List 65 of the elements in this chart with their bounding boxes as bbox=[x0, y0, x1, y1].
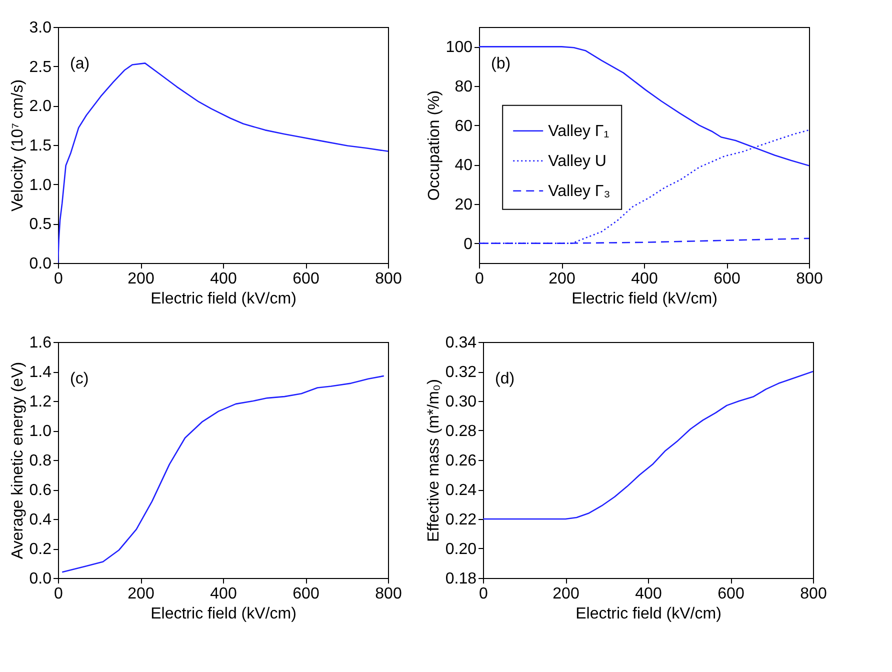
x-tick-label: 800 bbox=[800, 586, 827, 602]
y-tick-label: 3.0 bbox=[29, 20, 52, 36]
x-tick-label: 600 bbox=[714, 270, 740, 288]
y-tick-label: 1.2 bbox=[29, 394, 52, 410]
y-tick-label: 60 bbox=[454, 118, 473, 135]
y-tick-label: 100 bbox=[446, 39, 473, 56]
y-tick-label: 0.2 bbox=[29, 541, 52, 558]
y-axis-title: Average kinetic energy (eV) bbox=[9, 362, 26, 560]
y-tick-label: 0.0 bbox=[29, 256, 52, 272]
x-tick-label: 800 bbox=[375, 270, 402, 288]
y-tick-label: 0.30 bbox=[445, 394, 477, 410]
x-tick-label: 600 bbox=[718, 586, 744, 602]
y-axis-title: Occupation (%) bbox=[426, 90, 443, 201]
annotation: (a) bbox=[70, 55, 90, 72]
y-tick-label: 1.5 bbox=[29, 138, 52, 154]
x-tick-label: 400 bbox=[210, 270, 237, 288]
y-tick-label: 2.5 bbox=[29, 58, 52, 76]
x-tick-label: 400 bbox=[631, 270, 658, 288]
x-tick-label: 0 bbox=[54, 586, 64, 602]
y-tick-label: 0.28 bbox=[445, 423, 477, 440]
y-tick-label: 0.34 bbox=[445, 334, 477, 352]
y-tick-label: 1.0 bbox=[29, 423, 52, 440]
x-tick-label: 600 bbox=[292, 586, 320, 602]
y-tick-label: 0.4 bbox=[29, 512, 52, 528]
y-tick-label: 2.0 bbox=[29, 98, 52, 116]
y-tick-label: 0 bbox=[464, 236, 473, 253]
legend-label: Valley Γ₁ bbox=[548, 122, 610, 140]
x-tick-label: 200 bbox=[552, 586, 580, 602]
annotation: (b) bbox=[491, 55, 511, 72]
annotation: (d) bbox=[495, 370, 515, 388]
x-axis-title: Electric field (kV/cm) bbox=[572, 290, 718, 308]
annotation: (c) bbox=[70, 370, 89, 388]
y-tick-label: 1.0 bbox=[29, 176, 52, 194]
legend-label: Valley U bbox=[548, 152, 606, 170]
y-tick-label: 80 bbox=[454, 78, 473, 96]
x-axis-title: Electric field (kV/cm) bbox=[150, 290, 296, 308]
x-tick-label: 600 bbox=[292, 270, 320, 288]
x-tick-label: 0 bbox=[479, 586, 488, 602]
x-tick-label: 200 bbox=[128, 586, 154, 602]
legend-label: Valley Γ₃ bbox=[548, 182, 610, 200]
y-tick-label: 1.6 bbox=[29, 334, 52, 352]
x-tick-label: 200 bbox=[128, 270, 154, 288]
y-tick-label: 20 bbox=[454, 196, 473, 214]
x-axis-title: Electric field (kV/cm) bbox=[150, 606, 296, 622]
x-tick-label: 0 bbox=[54, 270, 64, 288]
y-tick-label: 0.5 bbox=[29, 216, 52, 234]
y-axis-title: Velocity (10⁷ cm/s) bbox=[9, 79, 26, 212]
y-tick-label: 40 bbox=[454, 157, 473, 174]
y-tick-label: 0.0 bbox=[29, 570, 52, 588]
y-tick-label: 0.18 bbox=[445, 570, 477, 588]
y-tick-label: 1.4 bbox=[29, 364, 52, 381]
y-tick-label: 0.22 bbox=[445, 512, 477, 528]
y-tick-label: 0.26 bbox=[445, 452, 477, 470]
x-tick-label: 200 bbox=[548, 270, 576, 288]
x-tick-label: 400 bbox=[635, 586, 662, 602]
y-tick-label: 0.20 bbox=[445, 541, 477, 558]
y-tick-label: 0.32 bbox=[445, 364, 477, 381]
x-tick-label: 400 bbox=[210, 586, 237, 602]
y-tick-label: 0.24 bbox=[445, 482, 477, 499]
x-axis-title: Electric field (kV/cm) bbox=[576, 606, 722, 622]
y-tick-label: 0.8 bbox=[29, 452, 52, 470]
y-axis-title: Effective mass (m*/m₀) bbox=[425, 379, 442, 542]
x-tick-label: 800 bbox=[375, 586, 402, 602]
x-tick-label: 800 bbox=[796, 270, 823, 288]
y-tick-label: 0.6 bbox=[29, 482, 52, 499]
